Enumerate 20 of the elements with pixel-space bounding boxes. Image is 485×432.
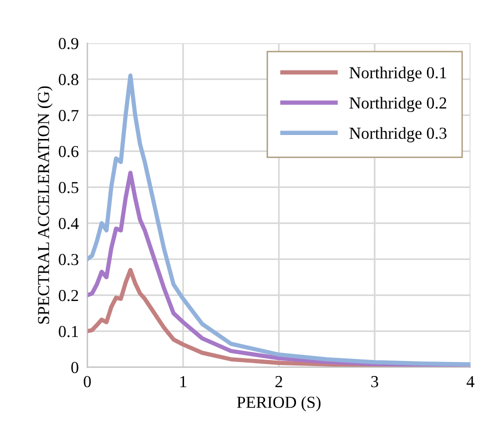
x-tick-label: 2 (275, 376, 282, 388)
x-tick-label: 0 (84, 376, 91, 388)
y-axis-title: SPECTRAL ACCELERATION (G) (37, 86, 53, 324)
y-tick-label: 0.3 (58, 254, 78, 266)
x-tick-label: 3 (371, 376, 378, 388)
y-tick-label: 0.7 (58, 110, 78, 122)
legend-label: Northridge 0.2 (349, 96, 446, 112)
x-axis-title: PERIOD (S) (236, 396, 321, 412)
y-tick-label: 0.5 (58, 182, 78, 194)
y-tick-label: 0 (71, 362, 78, 374)
y-tick-label: 0.1 (58, 326, 78, 338)
y-tick-label: 0.8 (58, 74, 78, 86)
x-tick-label: 4 (466, 376, 474, 388)
legend-label: Northridge 0.1 (349, 66, 446, 82)
y-tick-label: 0.2 (58, 290, 78, 302)
x-tick-label: 1 (180, 376, 186, 388)
y-tick-label: 0.6 (58, 146, 78, 158)
y-tick-label: 0.9 (58, 38, 78, 50)
legend-label: Northridge 0.3 (349, 127, 446, 142)
y-tick-label: 0.4 (58, 218, 79, 230)
